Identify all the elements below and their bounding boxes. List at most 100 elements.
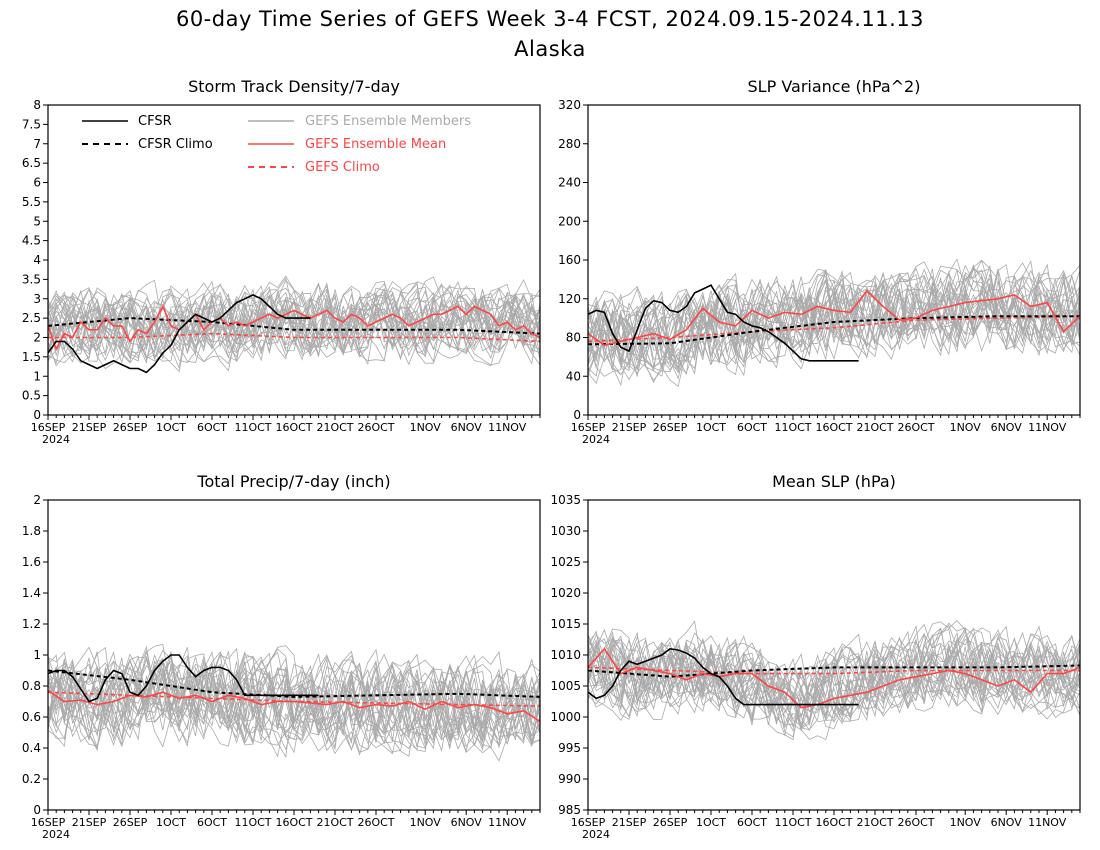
x-tick-label: 21OCT: [316, 816, 353, 829]
ensemble-member-line: [588, 262, 1080, 384]
y-tick-label: 160: [558, 253, 581, 267]
ensemble-member-line: [48, 282, 540, 361]
x-tick-label: 6OCT: [197, 421, 227, 434]
ensemble-member-line: [588, 268, 1080, 376]
y-tick-label: 4.5: [22, 234, 41, 248]
x-tick-label: 16OCT: [815, 816, 852, 829]
x-tick-label: 6NOV: [991, 421, 1023, 434]
y-tick-label: 7: [33, 137, 41, 151]
x-tick-label: 6OCT: [737, 421, 767, 434]
x-tick-label: 26SEP: [113, 421, 148, 434]
x-tick-label: 1NOV: [410, 816, 442, 829]
y-tick-label: 1030: [550, 524, 581, 538]
ensemble-member-line: [48, 281, 540, 363]
y-tick-label: 8: [33, 98, 41, 112]
series-gefs-climo: [48, 332, 540, 343]
x-tick-label: 6NOV: [451, 816, 483, 829]
y-tick-label: 1.5: [22, 350, 41, 364]
x-tick-label: 1OCT: [696, 816, 726, 829]
panel-title: Storm Track Density/7-day: [188, 77, 400, 96]
y-tick-label: 2: [33, 331, 41, 345]
y-tick-label: 0.6: [22, 710, 41, 724]
ensemble-member-line: [588, 620, 1080, 728]
y-tick-label: 2: [33, 493, 41, 507]
panel-1: Storm Track Density/7-day 0 0.5 1 1.5 2 2.5 3 3.…: [22, 77, 541, 446]
ensemble-member-line: [48, 651, 540, 759]
y-tick-label: 5.5: [22, 195, 41, 209]
figure-title: 60-day Time Series of GEFS Week 3-4 FCST…: [0, 4, 1100, 64]
x-tick-label: 26SEP: [653, 421, 688, 434]
x-tick-label: 11OCT: [774, 421, 811, 434]
ensemble-member-line: [588, 630, 1080, 722]
x-tick-label: 16SEP: [31, 421, 66, 434]
series-cfsr: [48, 654, 319, 703]
y-tick-label: 1: [33, 648, 41, 662]
ensemble-member-line: [48, 284, 540, 366]
x-tick-label: 21SEP: [72, 421, 107, 434]
ensemble-member-line: [48, 279, 540, 364]
ensemble-member-line: [48, 663, 540, 743]
ensemble-member-line: [48, 650, 540, 751]
x-tick-label: 1OCT: [156, 421, 186, 434]
ensemble-member-line: [48, 282, 540, 370]
ensemble-member-line: [588, 637, 1080, 730]
y-tick-label: 1.2: [22, 617, 41, 631]
x-year-label: 2024: [582, 433, 610, 446]
ensemble-member-line: [588, 275, 1080, 363]
x-tick-label: 21SEP: [72, 816, 107, 829]
y-tick-label: 6: [33, 176, 41, 190]
x-tick-label: 16OCT: [275, 421, 312, 434]
y-tick-label: 6.5: [22, 156, 41, 170]
y-tick-label: 0: [573, 408, 581, 422]
y-tick-label: 990: [558, 772, 581, 786]
figure-title-line1: 60-day Time Series of GEFS Week 3-4 FCST…: [175, 7, 925, 31]
ensemble-member-line: [588, 632, 1080, 726]
x-year-label: 2024: [582, 828, 610, 841]
y-tick-label: 1035: [550, 493, 581, 507]
series-cfsr: [588, 284, 859, 362]
ensemble-member-line: [588, 265, 1080, 376]
series-cfsr-climo: [48, 317, 540, 335]
series-gefs-ensemble-mean: [588, 647, 1080, 709]
ensemble-members: [48, 643, 540, 762]
y-tick-label: 1005: [550, 679, 581, 693]
series-cfsr-climo: [48, 669, 540, 698]
ensemble-member-line: [588, 265, 1080, 366]
ensemble-member-line: [588, 637, 1080, 738]
series-cfsr: [588, 647, 859, 706]
x-tick-label: 21OCT: [856, 421, 893, 434]
panel-title: Mean SLP (hPa): [772, 472, 896, 491]
ensemble-member-line: [588, 623, 1080, 732]
y-tick-label: 0.8: [22, 679, 41, 693]
series-cfsr-climo: [588, 315, 1080, 346]
ensemble-member-line: [588, 265, 1080, 368]
ensemble-member-line: [588, 638, 1080, 727]
y-tick-label: 1000: [550, 710, 581, 724]
plot-frame: [47, 104, 541, 416]
ensemble-member-line: [48, 280, 540, 364]
series-gefs-climo: [588, 666, 1080, 675]
x-tick-label: 6NOV: [451, 421, 483, 434]
ensemble-member-line: [48, 648, 540, 750]
y-tick-label: 0.2: [22, 772, 41, 786]
y-tick-label: 5: [33, 214, 41, 228]
x-tick-label: 26OCT: [897, 421, 934, 434]
y-tick-label: 0.5: [22, 389, 41, 403]
legend-cfsr-label: CFSR: [138, 114, 172, 129]
y-tick-label: 1: [33, 369, 41, 383]
series-cfsr-climo: [588, 664, 1080, 678]
x-tick-label: 11OCT: [774, 816, 811, 829]
x-tick-label: 6OCT: [197, 816, 227, 829]
y-tick-label: 1.4: [22, 586, 41, 600]
series-cfsr: [48, 294, 311, 374]
x-year-label: 2024: [42, 828, 70, 841]
ensemble-member-line: [588, 274, 1080, 362]
ensemble-member-line: [588, 271, 1080, 376]
legend-gefs-members-label: GEFS Ensemble Members: [305, 114, 471, 129]
y-tick-label: 4: [33, 253, 41, 267]
x-tick-label: 6OCT: [737, 816, 767, 829]
ensemble-member-line: [48, 656, 540, 758]
y-tick-label: 2.5: [22, 311, 41, 325]
x-tick-label: 26OCT: [357, 816, 394, 829]
